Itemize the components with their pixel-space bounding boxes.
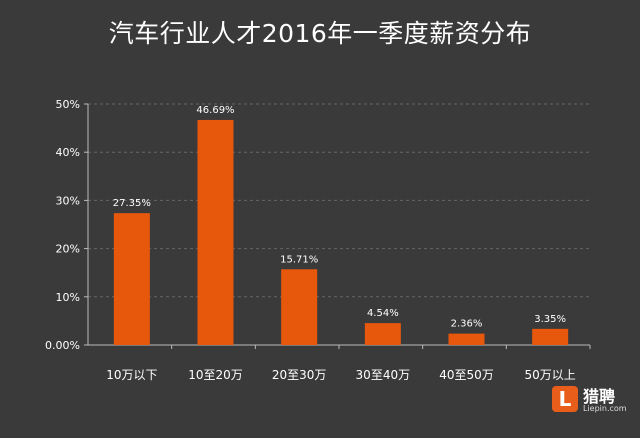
logo-l-icon bbox=[552, 386, 578, 412]
x-tick-label: 20至30万 bbox=[272, 368, 327, 382]
data-label: 2.36% bbox=[451, 319, 483, 330]
x-tick-label: 10至20万 bbox=[188, 368, 243, 382]
data-label: 4.54% bbox=[367, 308, 399, 319]
chart-title: 汽车行业人才2016年一季度薪资分布 bbox=[108, 19, 532, 48]
data-label: 15.71% bbox=[280, 254, 318, 265]
data-label: 46.69% bbox=[196, 105, 234, 116]
y-tick-label: 40% bbox=[56, 146, 80, 159]
logo-domain: Liepin.com bbox=[583, 404, 627, 413]
x-tick-label: 30至40万 bbox=[356, 368, 411, 382]
y-tick-label: 50% bbox=[56, 98, 80, 111]
bar bbox=[113, 213, 150, 345]
y-tick-label: 10% bbox=[56, 291, 80, 304]
logo-name: 猎聘 bbox=[583, 387, 616, 406]
y-tick-label: 20% bbox=[56, 243, 80, 256]
bar bbox=[197, 119, 234, 346]
y-tick-label: 30% bbox=[56, 194, 80, 207]
bar bbox=[364, 323, 401, 345]
data-label: 27.35% bbox=[113, 198, 151, 209]
x-tick-label: 40至50万 bbox=[439, 368, 494, 382]
x-tick-label: 50万以上 bbox=[525, 368, 576, 382]
liepin-logo: L 猎聘 Liepin.com bbox=[552, 383, 638, 417]
y-tick-label: 0.00% bbox=[45, 339, 80, 352]
x-tick-label: 10万以下 bbox=[106, 368, 157, 382]
bar bbox=[532, 328, 569, 345]
bar bbox=[448, 333, 485, 345]
bar bbox=[281, 269, 318, 345]
data-label: 3.35% bbox=[534, 314, 566, 325]
